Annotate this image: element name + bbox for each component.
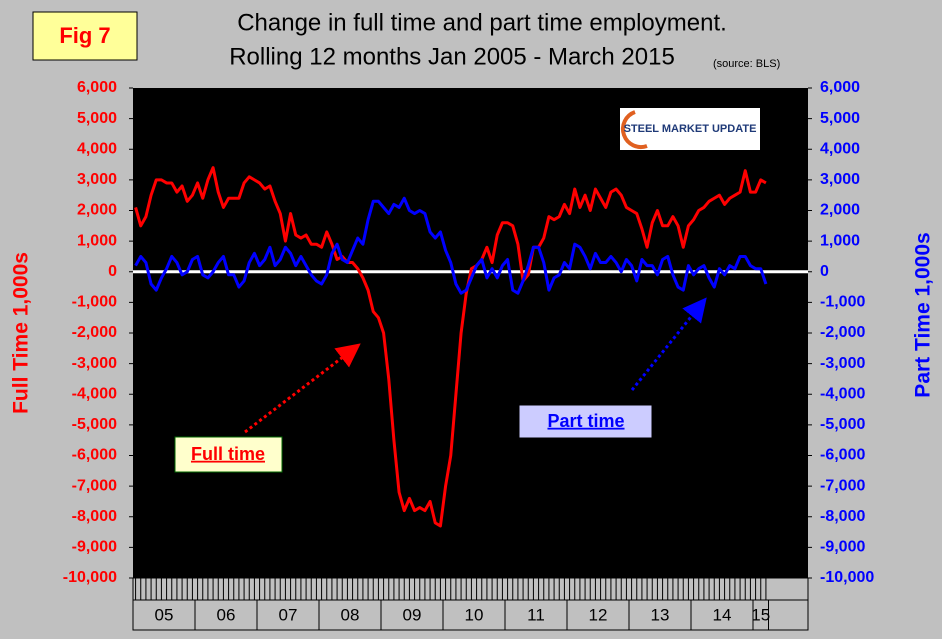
legend-label: Part time xyxy=(547,411,624,431)
y2-tick-label: -6,000 xyxy=(820,447,865,464)
legend-full-box xyxy=(174,436,283,473)
x-tick-label: 11 xyxy=(527,605,545,624)
y-tick-label: -5,000 xyxy=(72,416,117,433)
logo-text: STEEL MARKET UPDATE xyxy=(624,123,757,135)
y-axis-title: Full Time 1,000s xyxy=(10,252,33,414)
y2-tick-label: -4,000 xyxy=(820,385,865,402)
y2-tick-label: -3,000 xyxy=(820,355,865,372)
y2-axis-title: Part Time 1,000s xyxy=(912,232,935,397)
y-tick-label: -8,000 xyxy=(72,508,117,525)
series-line xyxy=(134,196,768,295)
y-tick-label: 2,000 xyxy=(77,202,117,219)
plot-area xyxy=(133,88,808,578)
part-time-arrow xyxy=(630,297,707,391)
full-time-arrow xyxy=(244,343,361,434)
y2-tick-label: -5,000 xyxy=(820,416,865,433)
figure-label: Fig 7 xyxy=(59,23,110,48)
x-tick-label: 14 xyxy=(713,605,732,624)
y-tick-label: -10,000 xyxy=(63,569,117,586)
y-tick-label: -1,000 xyxy=(72,294,117,311)
y2-tick-label: -8,000 xyxy=(820,508,865,525)
y2-tick-label: -2,000 xyxy=(820,324,865,341)
chart-title: Change in full time and part time employ… xyxy=(237,9,727,36)
source: (source: BLS) xyxy=(713,58,780,70)
y-tick-label: -6,000 xyxy=(72,447,117,464)
y2-tick-label: -9,000 xyxy=(820,539,865,556)
figure-label-box xyxy=(32,11,138,61)
y2-tick-label: 4,000 xyxy=(820,140,860,157)
y-tick-label: -4,000 xyxy=(72,385,117,402)
y2-tick-label: 5,000 xyxy=(820,110,860,127)
y2-tick-label: -7,000 xyxy=(820,477,865,494)
plot xyxy=(133,166,808,528)
y2-tick-label: 0 xyxy=(820,263,829,280)
x-tick-label: 06 xyxy=(217,605,236,624)
x-tick-label: 13 xyxy=(651,605,670,624)
y-tick-label: 5,000 xyxy=(77,110,117,127)
legend-part-box xyxy=(518,404,653,439)
y2-tick-label: 2,000 xyxy=(820,202,860,219)
x-tick-label: 08 xyxy=(341,605,360,624)
x-tick-label: 15 xyxy=(751,605,770,624)
y-tick-label: 4,000 xyxy=(77,140,117,157)
y-tick-label: -2,000 xyxy=(72,324,117,341)
chart-subtitle: Rolling 12 months Jan 2005 - March 2015 xyxy=(229,43,675,70)
y2-tick-label: 3,000 xyxy=(820,171,860,188)
x-tick-label: 07 xyxy=(279,605,298,624)
y-tick-label: -3,000 xyxy=(72,355,117,372)
y-tick-label: 3,000 xyxy=(77,171,117,188)
x-tick-label: 05 xyxy=(155,605,174,624)
series-line xyxy=(134,166,767,528)
y-tick-label: 1,000 xyxy=(77,232,117,249)
y-tick-label: -9,000 xyxy=(72,539,117,556)
logo-box xyxy=(620,108,760,150)
y2-tick-label: 1,000 xyxy=(820,232,860,249)
y2-tick-label: -1,000 xyxy=(820,294,865,311)
legend-label: Full time xyxy=(191,444,265,464)
y-tick-label: -7,000 xyxy=(72,477,117,494)
x-tick-label: 09 xyxy=(403,605,422,624)
y-tick-label: 6,000 xyxy=(77,79,117,96)
x-axis-band xyxy=(132,577,809,631)
x-tick-label: 10 xyxy=(465,605,484,624)
logo-swoosh xyxy=(621,110,648,150)
y2-tick-label: -10,000 xyxy=(820,569,874,586)
y2-tick-label: 6,000 xyxy=(820,79,860,96)
y-tick-label: 0 xyxy=(108,263,117,280)
x-tick-label: 12 xyxy=(589,605,608,624)
